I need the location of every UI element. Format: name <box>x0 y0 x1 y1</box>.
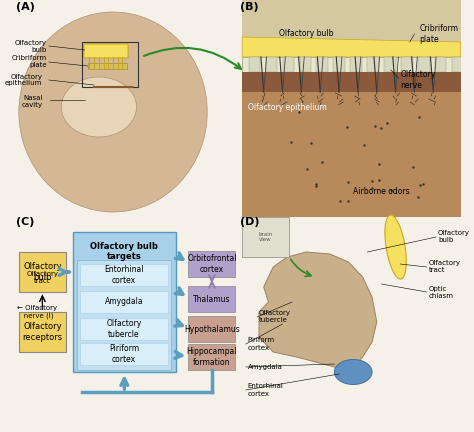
Text: Amygdala: Amygdala <box>105 298 143 306</box>
Polygon shape <box>242 37 461 57</box>
Polygon shape <box>259 252 377 372</box>
Text: Hippocampal
formation: Hippocampal formation <box>187 347 237 367</box>
Text: Olfactory
tubercle: Olfactory tubercle <box>106 319 141 339</box>
Text: Cribriform
plate: Cribriform plate <box>12 55 47 69</box>
Text: Olfactory
bulb: Olfactory bulb <box>15 39 47 53</box>
Text: brain
view: brain view <box>258 232 273 242</box>
Text: Piriform
cortex: Piriform cortex <box>248 337 275 350</box>
Bar <box>80 291 168 313</box>
Bar <box>384 57 396 72</box>
Ellipse shape <box>334 359 372 384</box>
Text: Airborne odors: Airborne odors <box>353 187 410 197</box>
Text: Olfactory
nerve: Olfactory nerve <box>401 70 436 90</box>
Bar <box>249 57 260 72</box>
Text: Thalamus: Thalamus <box>193 295 231 304</box>
Bar <box>350 57 362 72</box>
Bar <box>88 63 127 69</box>
Text: Piriform
cortex: Piriform cortex <box>109 344 139 364</box>
Text: Optic
chiasm: Optic chiasm <box>428 286 454 299</box>
Text: Olfactory
receptors: Olfactory receptors <box>22 322 63 342</box>
Text: (A): (A) <box>16 2 35 12</box>
Bar <box>317 57 328 72</box>
Text: Entorhinal
cortex: Entorhinal cortex <box>248 384 283 397</box>
Polygon shape <box>242 72 461 92</box>
Text: (C): (C) <box>16 217 35 227</box>
Bar <box>265 57 277 72</box>
Text: Olfactory
tubercle: Olfactory tubercle <box>259 311 291 324</box>
Bar <box>300 57 311 72</box>
Bar <box>418 57 429 72</box>
Polygon shape <box>242 92 461 217</box>
Bar <box>367 57 379 72</box>
Bar <box>80 343 168 365</box>
Bar <box>242 57 461 72</box>
Text: Amygdala: Amygdala <box>248 364 283 370</box>
Bar <box>435 57 447 72</box>
Bar <box>73 232 176 372</box>
Bar <box>333 57 345 72</box>
Text: Hypothalamus: Hypothalamus <box>184 324 240 334</box>
FancyBboxPatch shape <box>84 44 128 58</box>
Bar <box>19 252 66 292</box>
Ellipse shape <box>61 77 137 137</box>
Text: ← Olfactory
   nerve (I): ← Olfactory nerve (I) <box>17 305 57 319</box>
Ellipse shape <box>19 12 207 212</box>
Text: Olfactory epithelium: Olfactory epithelium <box>248 102 327 111</box>
Bar <box>80 264 168 286</box>
Bar <box>188 251 236 277</box>
Bar <box>188 286 236 312</box>
Text: Olfactory
tract: Olfactory tract <box>27 271 58 284</box>
Text: Orbitofrontal
cortex: Orbitofrontal cortex <box>187 254 237 274</box>
Text: Olfactory
tract: Olfactory tract <box>428 260 461 273</box>
Bar <box>283 57 294 72</box>
Text: Olfactory
bulb: Olfactory bulb <box>438 231 470 244</box>
Text: Nasal
cavity: Nasal cavity <box>21 95 42 108</box>
Bar <box>401 57 412 72</box>
Text: Entorhinal
cortex: Entorhinal cortex <box>104 265 144 285</box>
Text: Cribriform
plate: Cribriform plate <box>419 24 458 44</box>
Text: Olfactory
bulb: Olfactory bulb <box>23 262 62 282</box>
Text: (D): (D) <box>240 217 260 227</box>
Bar <box>188 344 236 370</box>
Bar <box>188 316 236 342</box>
Text: Olfactory
epithelium: Olfactory epithelium <box>5 73 42 86</box>
Text: Olfactory bulb: Olfactory bulb <box>279 29 333 38</box>
Ellipse shape <box>385 215 406 279</box>
Bar <box>452 57 464 72</box>
Text: Olfactory bulb
targets: Olfactory bulb targets <box>91 242 158 261</box>
Polygon shape <box>242 0 461 52</box>
Bar <box>82 42 138 87</box>
Bar <box>80 318 168 340</box>
Text: (B): (B) <box>240 2 259 12</box>
Bar <box>77 260 172 370</box>
Bar <box>19 312 66 352</box>
Bar <box>242 217 289 257</box>
